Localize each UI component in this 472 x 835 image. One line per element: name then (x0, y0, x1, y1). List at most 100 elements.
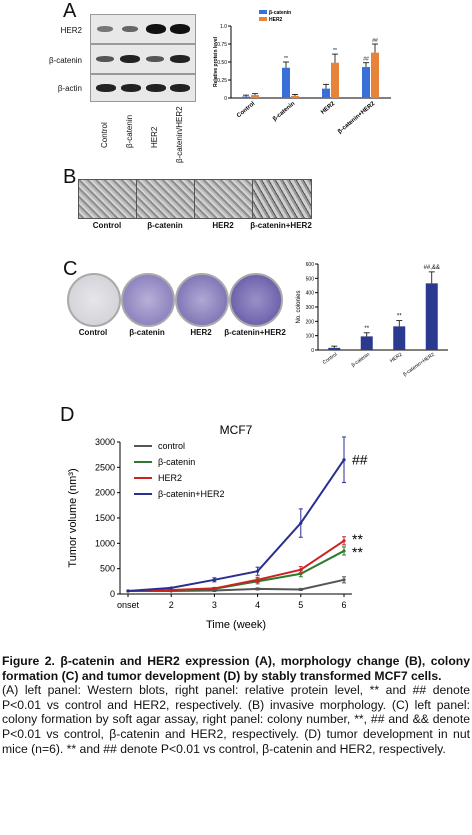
morph-label-beta-catenin-her2: β-catenin+HER2 (250, 221, 312, 230)
x-tick-label: Control (322, 352, 339, 366)
morph-label-her2: HER2 (212, 221, 234, 230)
band (97, 26, 113, 32)
morphology-image-beta-catenin-her2 (252, 179, 312, 219)
panel-a-label: A (63, 0, 77, 22)
x-tick-label: β-catenin (272, 101, 297, 123)
lane-label-beta-catenin-her2: β-catenin/HER2 (175, 106, 184, 163)
blot-beta-actin (90, 74, 196, 102)
panel-b-label: B (63, 166, 77, 188)
band (170, 55, 190, 63)
panel-d-label: D (60, 404, 75, 426)
x-tick-label: β-catenin (351, 352, 372, 369)
data-point (342, 458, 346, 462)
bar-her2 (331, 62, 339, 98)
morph-label-beta-catenin: β-catenin (147, 221, 183, 230)
bar (328, 347, 341, 350)
bar-her2 (291, 95, 299, 98)
y-tick-label: 0.25 (217, 78, 227, 84)
y-axis-label: Relative protein level (213, 36, 219, 87)
band (170, 84, 190, 92)
panel-c-bar-chart: 0 100 200 300 400 500 600 No. colonies Control **… (296, 262, 448, 378)
x-tick-label: 6 (341, 600, 346, 610)
legend-swatch (259, 10, 267, 14)
colony-dish-beta-catenin (121, 273, 175, 327)
y-tick-label: 1500 (95, 513, 115, 523)
lane-label-control: Control (100, 122, 109, 148)
chart-title: MCF7 (220, 423, 253, 437)
band (146, 24, 166, 34)
band (121, 84, 141, 92)
blot-row-her2: HER2 (60, 26, 82, 35)
y-tick-label: 500 (100, 564, 115, 574)
x-axis-label: Time (week) (206, 619, 266, 631)
data-point (256, 587, 260, 591)
significance-mark: ## (352, 452, 368, 468)
colony-dish-her2 (175, 273, 229, 327)
y-tick-label: 400 (306, 291, 315, 297)
data-point (299, 587, 303, 592)
dish-label-beta-catenin: β-catenin (129, 328, 165, 337)
bar-her2 (371, 52, 379, 98)
band (146, 84, 166, 92)
x-tick-label: onset (117, 600, 140, 610)
y-tick-label: 500 (306, 276, 315, 282)
x-tick-label: HER2 (320, 101, 337, 116)
figure-caption: Figure 2. β-catenin and HER2 expression … (2, 654, 470, 756)
morphology-image-control (78, 179, 138, 219)
bar-beta-catenin (322, 88, 330, 98)
colony-dish-beta-catenin-her2 (229, 273, 283, 327)
y-tick-label: 2500 (95, 462, 115, 472)
significance-mark: ** (397, 314, 402, 320)
blot-beta-catenin (90, 44, 196, 74)
significance-mark: ** (352, 544, 363, 560)
legend-label: HER2 (269, 17, 283, 23)
legend-label: β-catenin (269, 10, 291, 16)
lane-label-beta-catenin: β-catenin (125, 114, 134, 148)
legend-label: HER2 (158, 473, 182, 483)
data-point (126, 589, 130, 593)
y-axis-label: No. colonies (296, 290, 302, 323)
band (146, 56, 164, 62)
data-point (212, 586, 216, 591)
x-tick-label: β-catenin+HER2 (337, 101, 377, 136)
colony-dish-control (67, 273, 121, 327)
significance-mark: ** (333, 48, 337, 54)
x-tick-label: 5 (298, 600, 303, 610)
y-tick-label: 0 (311, 348, 314, 354)
data-point (342, 578, 346, 582)
legend-swatch (259, 17, 267, 21)
bar-beta-catenin (282, 67, 290, 98)
significance-mark: ## (372, 38, 378, 44)
band (170, 24, 190, 34)
y-tick-label: 0.75 (217, 42, 227, 48)
y-tick-label: 0 (224, 96, 227, 102)
legend-label: β-catenin+HER2 (158, 489, 224, 499)
y-tick-label: 0.50 (217, 60, 227, 66)
bar-beta-catenin (242, 96, 250, 98)
series-line (127, 459, 345, 592)
blot-row-beta-catenin: β-catenin (48, 56, 82, 65)
data-point (342, 539, 346, 543)
y-tick-label: 1000 (95, 538, 115, 548)
significance-mark: ** (284, 56, 288, 62)
lane-label-her2: HER2 (150, 126, 159, 148)
significance-mark: ## (363, 57, 369, 63)
dish-label-beta-catenin-her2: β-catenin+HER2 (224, 328, 286, 337)
x-tick-label: 4 (255, 600, 260, 610)
panel-c-label: C (63, 258, 78, 280)
caption-body: (A) left panel: Western blots, right pan… (2, 683, 470, 756)
blot-row-beta-actin: β-actin (57, 84, 82, 93)
data-point (169, 586, 173, 590)
x-tick-label: β-catenin+HER2 (402, 352, 436, 378)
caption-title: Figure 2. β-catenin and HER2 expression … (2, 654, 470, 683)
bar-her2 (251, 95, 259, 98)
data-point (212, 578, 216, 582)
bar (425, 283, 438, 350)
x-tick-label: 2 (169, 600, 174, 610)
significance-mark: ** (352, 531, 363, 547)
significance-mark: ##,&& (424, 265, 440, 271)
blot-her2 (90, 14, 196, 44)
dish-label-her2: HER2 (190, 328, 212, 337)
y-tick-label: 600 (306, 262, 315, 268)
